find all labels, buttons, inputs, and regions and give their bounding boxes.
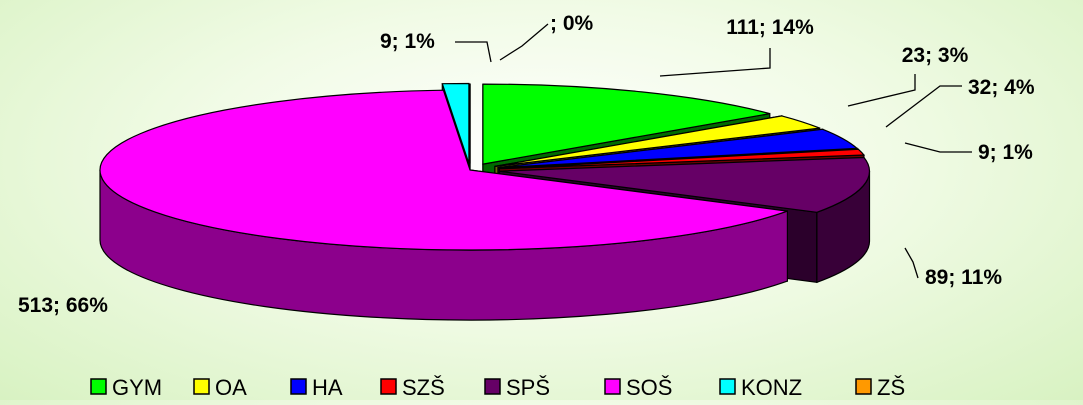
data-label-szs: 9; 1% [978,141,1033,164]
legend-swatch-gym [90,378,107,395]
legend-item-gym: GYM [90,375,162,400]
legend-item-ha: HA [290,375,343,400]
legend-item-sos: SOŠ [604,375,672,400]
legend-swatch-konz [719,378,736,395]
slice-sps [499,156,871,213]
slice-ha [497,128,859,169]
leader-lines [455,23,972,279]
legend-label-zs: ZŠ [877,375,905,400]
leader-line-gym [659,48,771,77]
leader-line-sps [904,247,919,279]
legend: GYM OA HA SZŠ SPŠ SOŠ KONZ ZŠ [90,375,905,400]
legend-swatch-szs [380,378,397,395]
data-label-sos: 513; 66% [18,294,108,317]
slice-gym [482,83,770,165]
data-label-ha: 32; 4% [968,76,1035,99]
data-label-gym: 111; 14% [726,16,814,39]
legend-swatch-sps [484,378,501,395]
legend-label-sps: SPŠ [506,375,550,400]
legend-label-oa: OA [215,375,247,400]
data-label-zs: ; 0% [550,12,594,35]
legend-label-ha: HA [312,375,343,400]
slice-sos [99,89,788,251]
leader-line-oa [847,74,916,107]
legend-swatch-ha [290,378,307,395]
legend-item-zs: ZŠ [855,375,905,400]
leader-line-ha [885,85,962,128]
data-labels: 111; 14% 23; 3% 32; 4% 9; 1% 89; 11% 513; 66%… [18,12,1035,317]
legend-swatch-zs [855,378,872,395]
legend-item-oa: OA [193,375,247,400]
slice-konz [441,82,470,164]
leader-line-zs [499,23,549,61]
legend-swatch-oa [193,378,210,395]
data-label-oa: 23; 3% [902,44,969,67]
legend-swatch-sos [604,378,621,395]
legend-label-gym: GYM [112,375,162,400]
legend-item-szs: SZŠ [380,375,445,400]
slice-oa [494,115,820,167]
legend-item-sps: SPŠ [484,375,550,400]
slice-tops [99,82,871,251]
slice-szs [499,148,866,170]
legend-item-konz: KONZ [719,375,802,400]
data-label-sps: 89; 11% [925,266,1002,289]
leader-line-szs [904,142,972,153]
legend-label-sos: SOŠ [626,375,672,400]
legend-label-szs: SZŠ [402,375,445,400]
legend-label-konz: KONZ [741,375,802,400]
data-label-konz: 9; 1% [380,30,435,53]
leader-line-konz [455,41,492,63]
